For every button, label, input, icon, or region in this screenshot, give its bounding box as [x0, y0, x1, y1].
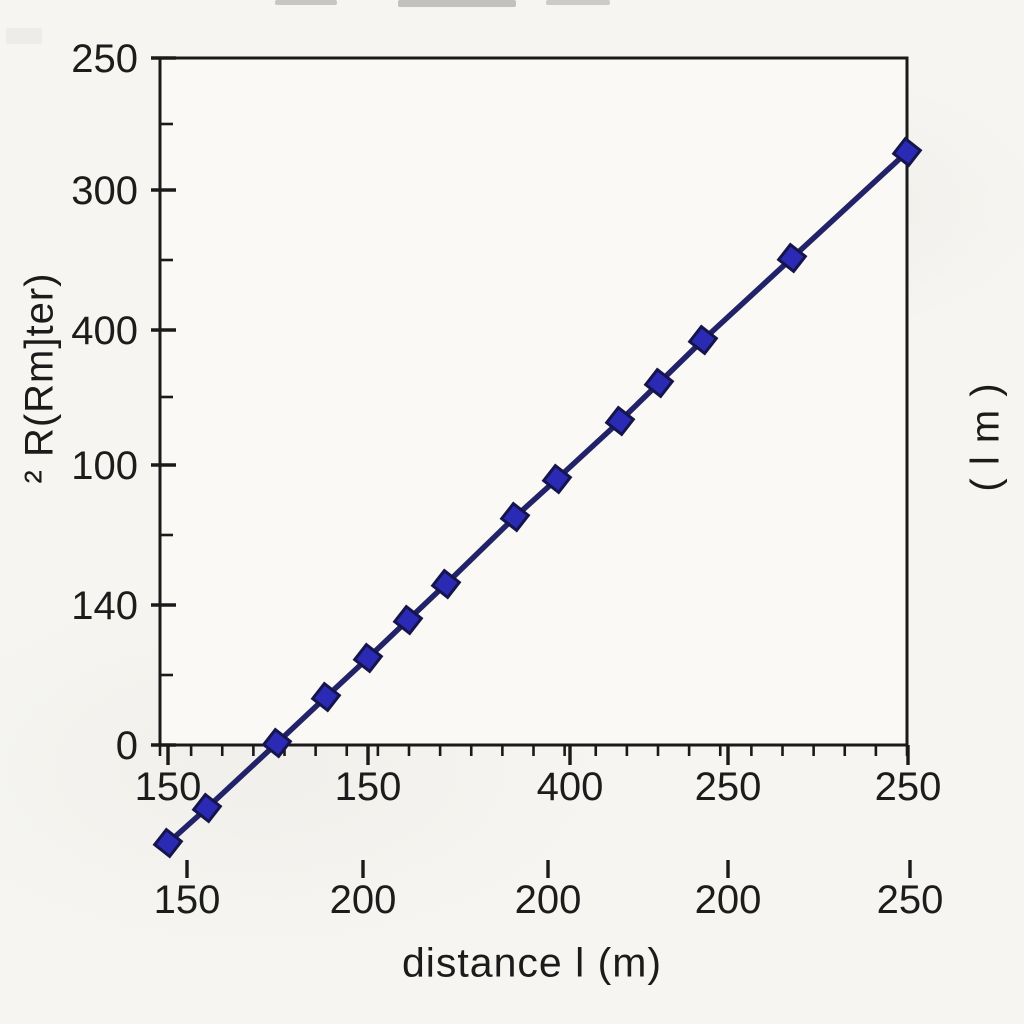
data-point-marker: [392, 604, 424, 636]
cropped-text-artifact: [275, 0, 337, 5]
y-axis-tick-label: 300: [71, 169, 138, 213]
data-point-marker: [687, 324, 719, 356]
y-axis-title-left: ² R(Rm]ter): [17, 272, 62, 484]
y-axis-tick-label: 0: [116, 724, 138, 768]
x-axis-tick-label-row1: 400: [537, 765, 604, 809]
x-axis-title: distance l (m): [401, 939, 663, 986]
x-axis-tick-label-row2: 250: [877, 878, 944, 922]
x-axis-tick-label-row2: 200: [330, 878, 397, 922]
data-point-marker: [191, 792, 223, 824]
x-axis-tick-label-row1: 250: [875, 765, 942, 809]
data-point-marker: [891, 136, 923, 168]
data-point-marker: [261, 727, 293, 759]
cropped-text-artifact: [398, 0, 516, 7]
cropped-text-artifact: [6, 28, 42, 44]
x-axis-tick-label-row1: 250: [695, 765, 762, 809]
data-point-marker: [643, 367, 675, 399]
x-axis-tick-label-row1: 150: [135, 765, 202, 809]
data-point-marker: [776, 242, 808, 274]
y-axis-title-right: ( l m ): [963, 382, 1008, 492]
x-axis-tick-label-row2: 150: [154, 878, 221, 922]
y-axis-tick-label: 400: [71, 309, 138, 353]
x-axis-tick-label-row1: 150: [335, 765, 402, 809]
data-point-marker: [352, 642, 384, 674]
data-point-marker: [310, 681, 342, 713]
cropped-text-artifact: [546, 0, 610, 5]
data-point-marker: [541, 463, 573, 495]
data-point-marker: [499, 501, 531, 533]
y-axis-tick-label: 100: [71, 444, 138, 488]
data-point-marker: [604, 405, 636, 437]
x-axis-tick-label-row2: 200: [515, 878, 582, 922]
x-axis-tick-label-row2: 200: [695, 878, 762, 922]
y-axis-tick-label: 140: [71, 584, 138, 628]
data-point-marker: [152, 827, 184, 859]
data-point-marker: [430, 568, 462, 600]
y-axis-tick-label: 250: [71, 37, 138, 81]
plot-frame: [158, 56, 909, 747]
